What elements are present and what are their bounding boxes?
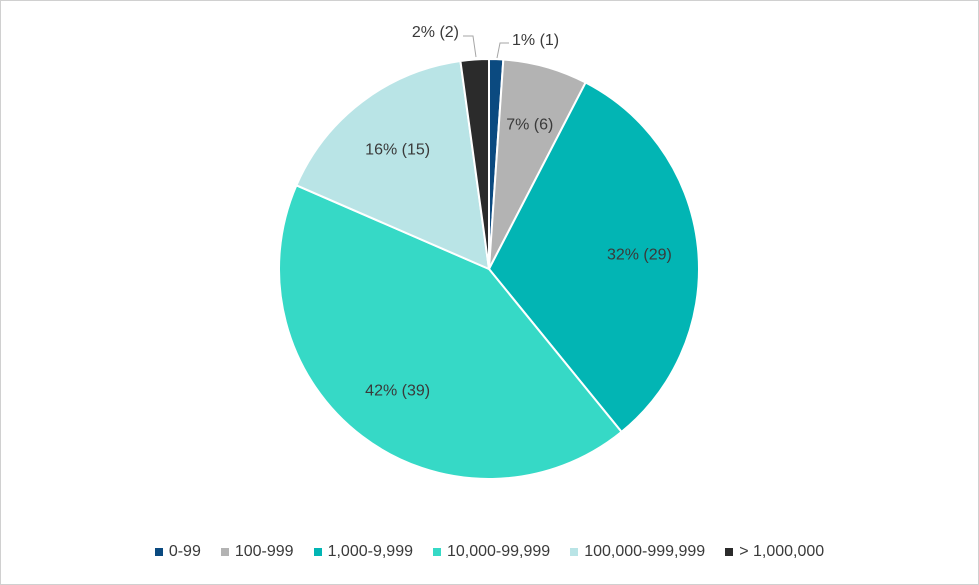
legend-swatch bbox=[570, 548, 579, 556]
legend-label: 100,000-999,999 bbox=[584, 543, 706, 560]
slice-data-label: 16% (15) bbox=[365, 142, 430, 159]
legend-swatch bbox=[725, 548, 734, 556]
pie-slice bbox=[459, 57, 490, 270]
pie-slice bbox=[278, 184, 623, 480]
leader-line bbox=[463, 35, 477, 58]
legend-swatch bbox=[220, 548, 229, 556]
data-labels: 1% (1) 7% (6) 32% (29) 42% (39) 16% (15) 2% (… bbox=[365, 24, 672, 399]
legend-label: 1,000-9,999 bbox=[327, 543, 413, 560]
legend-swatch bbox=[432, 548, 441, 556]
legend-item: > 1,000,000 bbox=[725, 543, 824, 561]
leader-line bbox=[496, 42, 509, 59]
legend-label: 100-999 bbox=[234, 543, 294, 560]
slice-data-label: 1% (1) bbox=[512, 32, 559, 49]
legend-item: 100-999 bbox=[220, 543, 294, 561]
slice-data-label: 32% (29) bbox=[607, 247, 672, 264]
pie-slice bbox=[295, 59, 491, 271]
pie-slice bbox=[487, 81, 700, 434]
leader-lines bbox=[463, 35, 509, 59]
chart-legend: 0-99 100-999 1,000-9,999 10,000-99,999 100,0… bbox=[0, 540, 979, 564]
legend-item: 10,000-99,999 bbox=[432, 543, 551, 561]
legend-item: 100,000-999,999 bbox=[570, 543, 705, 561]
legend-label: > 1,000,000 bbox=[739, 543, 825, 560]
slice-data-label: 7% (6) bbox=[506, 116, 553, 133]
slice-data-label: 2% (2) bbox=[412, 24, 459, 41]
legend-item: 0-99 bbox=[154, 543, 201, 561]
legend-swatch bbox=[313, 548, 322, 556]
slice-data-label: 42% (39) bbox=[365, 382, 430, 399]
legend-swatch bbox=[154, 548, 163, 556]
legend-item: 1,000-9,999 bbox=[313, 543, 413, 561]
legend-label: 10,000-99,999 bbox=[446, 543, 551, 560]
legend-label: 0-99 bbox=[168, 543, 201, 560]
pie-slices bbox=[278, 57, 700, 480]
